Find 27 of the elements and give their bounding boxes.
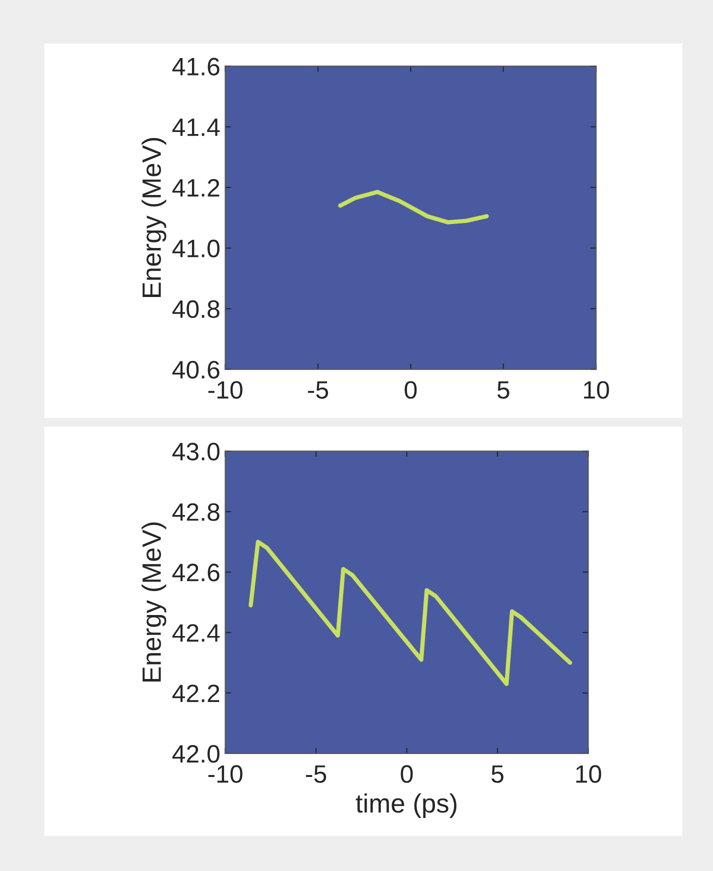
y-tick-label: 41.6 [172,58,220,76]
x-axis-title: time (ps) [356,793,456,818]
line-series [248,540,572,686]
y-axis-title: Energy (MeV) [142,522,166,682]
y-tick-label: 40.6 [172,360,220,379]
y-tick-label: 41.0 [172,240,220,258]
y-tick-label: 42.4 [172,624,220,642]
x-tick-label: -10 [208,765,242,783]
x-tick-label: 10 [584,381,609,399]
line-series [338,190,489,224]
y-tick-label: 42.2 [172,684,220,702]
y-tick-label: 40.8 [172,300,220,318]
x-tick-label: 5 [497,381,510,399]
y-tick-label: 42.8 [172,503,220,521]
y-axis-title: Energy (MeV) [142,138,166,297]
x-tick-label: -5 [308,381,328,399]
x-tick-label: -10 [208,381,242,399]
y-tick-label: 42.0 [172,745,220,763]
y-tick-label: 41.2 [172,179,220,196]
x-tick-label: 5 [492,765,504,783]
x-tick-label: 0 [404,381,417,399]
x-tick-label: 10 [576,765,602,783]
x-tick-label: 0 [400,765,413,783]
x-tick-label: -5 [306,765,326,783]
y-tick-label: 43.0 [172,442,220,460]
y-tick-label: 42.6 [172,564,220,582]
y-tick-label: 41.4 [172,118,220,136]
